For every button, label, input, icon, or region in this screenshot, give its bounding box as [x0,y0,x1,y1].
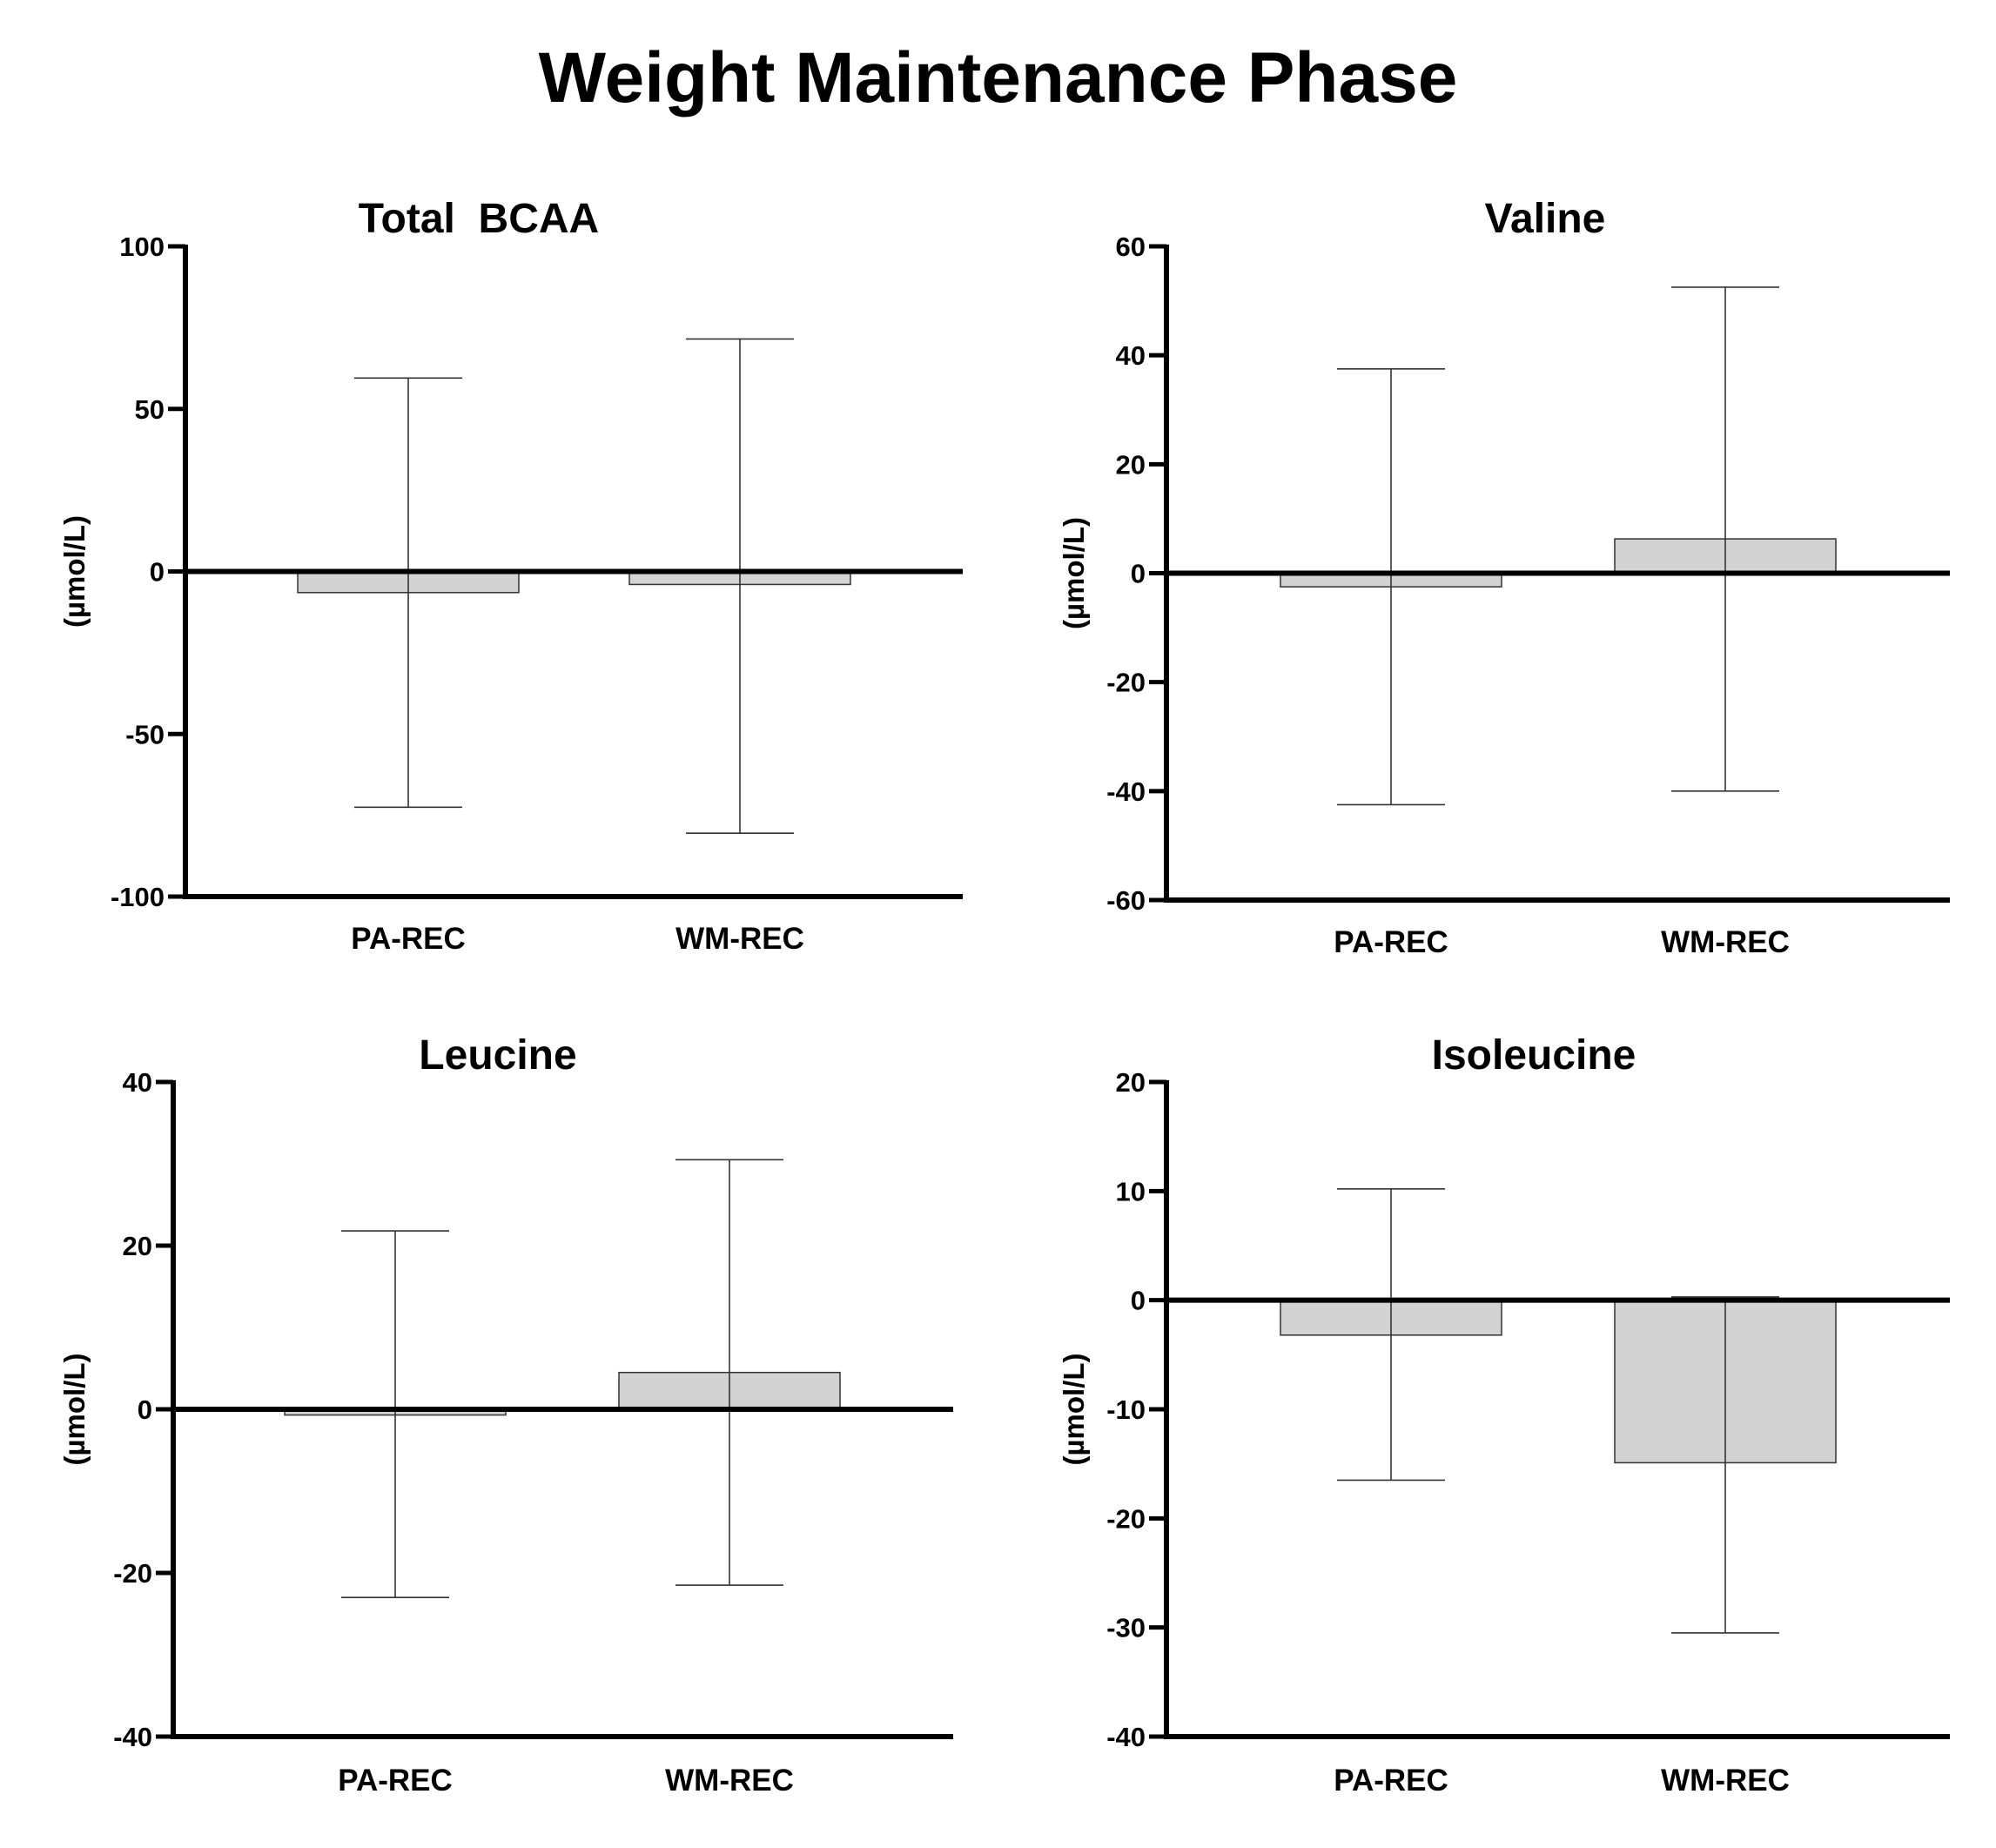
chart-panel-3: Leucine 40 20 0 -20 -40 PA-REC WM-REC (µmol/L) [58,1032,953,1798]
y-tick-label: 40 [123,1067,152,1098]
figure-title: Weight Maintenance Phase [538,38,1458,118]
chart-title: Leucine [419,1032,576,1079]
y-axis-label: (µmol/L) [1058,1354,1090,1466]
y-tick-label: -60 [1106,885,1146,916]
chart-title: Total BCAA [359,196,599,242]
y-tick-label: 0 [1131,1286,1146,1316]
x-category-label: WM-REC [675,922,804,956]
y-tick-label: 20 [1116,449,1146,480]
y-tick-label: -10 [1106,1394,1146,1425]
x-category-label: WM-REC [1661,1764,1790,1798]
chart-panel-2: Valine 60 40 20 0 -20 -40 -60 PA-REC WM-REC (µmol/… [1058,196,1950,959]
y-tick-label: -40 [1106,776,1146,807]
y-tick-label: 50 [135,394,165,425]
y-tick-label: -20 [113,1558,152,1589]
x-category-label: WM-REC [665,1764,794,1798]
y-tick-label: -100 [111,882,165,912]
x-category-label: PA-REC [351,922,466,956]
y-tick-label: 0 [138,1394,152,1425]
y-tick-label: 20 [123,1231,152,1261]
y-tick-label: 20 [1116,1067,1146,1098]
y-tick-label: -20 [1106,1503,1146,1534]
y-tick-label: 40 [1116,340,1146,371]
y-tick-label: -50 [125,719,165,749]
y-tick-label: 0 [1131,559,1146,589]
y-axis-label: (µmol/L) [58,515,91,628]
y-tick-label: 0 [150,557,165,588]
y-tick-label: -20 [1106,668,1146,698]
chart-title: Isoleucine [1432,1032,1636,1079]
y-tick-label: 100 [119,232,165,262]
x-category-label: PA-REC [1334,925,1448,959]
chart-title: Valine [1485,196,1606,242]
x-category-label: WM-REC [1661,925,1790,959]
y-axis-label: (µmol/L) [1058,517,1090,629]
y-tick-label: 10 [1116,1176,1146,1206]
y-tick-label: 60 [1116,232,1146,262]
chart-panel-1: Total BCAA 100 50 0 -50 -100 PA-REC WM-REC (µmol… [58,196,963,956]
chart-panel-4: Isoleucine 20 10 0 -10 -20 -30 -40 PA-REC WM-REC (… [1058,1032,1950,1798]
y-tick-label: -40 [113,1722,152,1752]
x-category-label: PA-REC [338,1764,453,1798]
y-tick-label: -40 [1106,1722,1146,1752]
x-category-label: PA-REC [1334,1764,1448,1798]
y-axis-label: (µmol/L) [58,1354,91,1466]
y-tick-label: -30 [1106,1613,1146,1643]
